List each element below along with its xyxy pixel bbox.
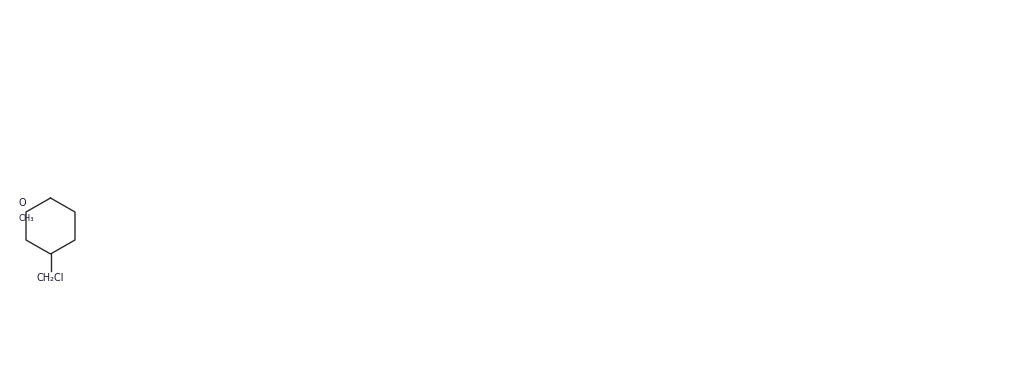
Text: O: O (18, 198, 26, 208)
Text: CH₃: CH₃ (18, 214, 33, 223)
Text: CH₂Cl: CH₂Cl (36, 273, 65, 283)
